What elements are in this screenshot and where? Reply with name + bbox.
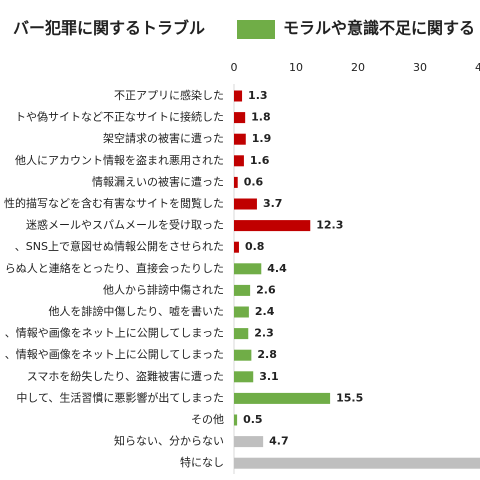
bar <box>234 328 249 340</box>
bar <box>234 133 246 145</box>
bar <box>234 284 251 296</box>
category-label: 架空請求の被害に遭った <box>103 131 224 145</box>
category-label: 、SNS上で意図せぬ情報公開をさせられた <box>15 239 224 253</box>
value-label: 1.9 <box>252 132 272 145</box>
x-tick-label: 20 <box>351 61 365 74</box>
category-label: 不正アプリに感染した <box>114 88 224 102</box>
value-label: 4.4 <box>267 262 287 275</box>
bar <box>234 155 244 167</box>
x-tick-label: 10 <box>289 61 303 74</box>
bar <box>234 220 311 232</box>
value-label: 2.8 <box>257 348 277 361</box>
value-label: 0.6 <box>244 175 264 188</box>
legend-swatch <box>237 20 275 39</box>
bar <box>234 349 252 361</box>
bar <box>234 176 238 188</box>
category-label: 他人から誹謗中傷された <box>103 282 224 296</box>
bar <box>234 392 331 404</box>
category-label: 知らない、分からない <box>114 434 224 448</box>
category-label: 情報漏えいの被害に遭った <box>92 174 224 188</box>
bar <box>234 90 243 102</box>
value-label: 15.5 <box>336 391 363 404</box>
value-label: 1.3 <box>248 89 268 102</box>
value-label: 3.1 <box>259 370 279 383</box>
value-label: 2.4 <box>255 305 275 318</box>
bar <box>234 112 246 124</box>
bar <box>234 263 262 275</box>
legend-label: モラルや意識不足に関する <box>283 19 475 38</box>
category-label: トや偽サイトなど不正なサイトに接続した <box>15 110 224 124</box>
legend-label: バー犯罪に関するトラブル <box>13 19 205 38</box>
category-label: 他人を誹謗中傷したり、嘘を書いた <box>48 304 224 318</box>
category-label: 迷惑メールやスパムメールを受け取った <box>26 218 224 232</box>
category-label: 、情報や画像をネット上に公開してしまった <box>5 327 224 340</box>
category-label: 、情報や画像をネット上に公開してしまった <box>5 348 224 361</box>
value-label: 1.6 <box>250 154 270 167</box>
category-label: らぬ人と連絡をとったり、直接会ったりした <box>5 261 224 275</box>
bar <box>234 371 254 383</box>
category-label: 他人にアカウント情報を盗まれ悪用された <box>15 154 224 167</box>
value-label: 12.3 <box>316 219 343 232</box>
x-tick-label: 40 <box>475 61 480 74</box>
x-tick-label: 0 <box>231 61 238 74</box>
x-tick-label: 30 <box>413 61 427 74</box>
bar <box>234 457 480 469</box>
category-label: 特になし <box>180 455 224 469</box>
category-label: その他 <box>191 413 224 426</box>
value-label: 1.8 <box>251 111 271 124</box>
bar <box>234 414 238 426</box>
value-label: 3.7 <box>263 197 283 210</box>
bar <box>234 241 239 253</box>
value-label: 0.5 <box>243 413 263 426</box>
category-label: 性的描写などを含む有害なサイトを閲覧した <box>4 196 224 210</box>
value-label: 2.3 <box>254 327 274 340</box>
bar <box>234 198 257 210</box>
value-label: 4.7 <box>269 435 289 448</box>
value-label: 0.8 <box>245 240 265 253</box>
bar <box>234 306 249 318</box>
category-label: スマホを紛失したり、盗難被害に遭った <box>27 369 224 383</box>
value-label: 2.6 <box>256 283 276 296</box>
category-label: 中して、生活習慣に悪影響が出てしまった <box>16 390 224 404</box>
bar <box>234 436 264 448</box>
